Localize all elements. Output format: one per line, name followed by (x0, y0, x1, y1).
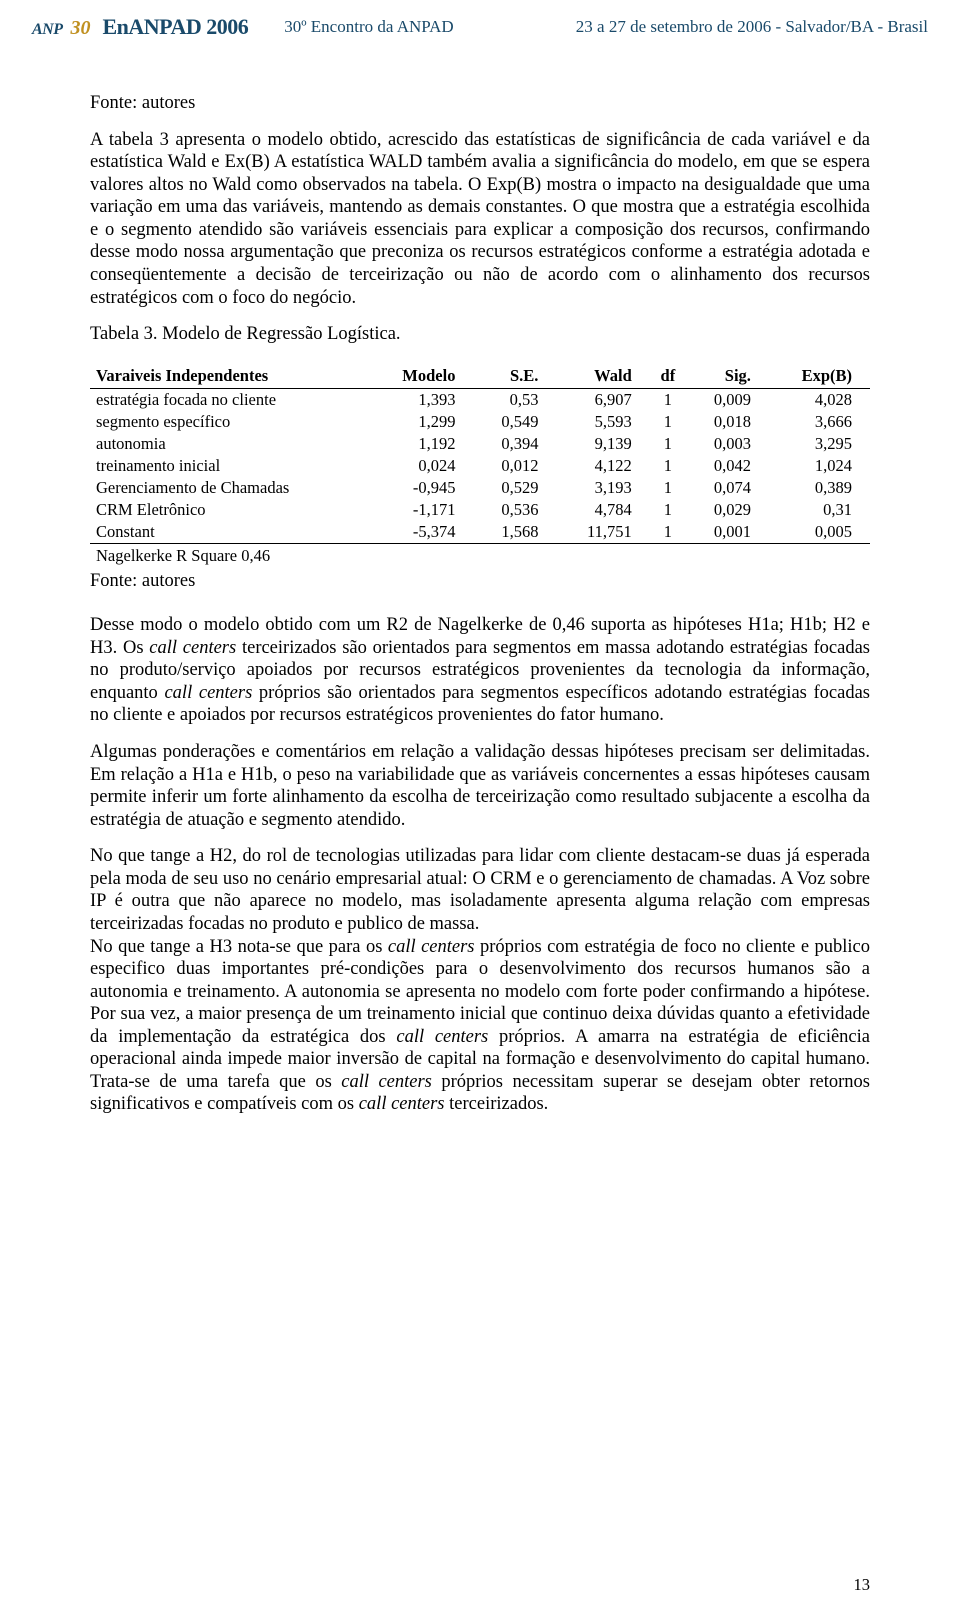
col-wald: Wald (556, 364, 649, 389)
italic-run: call centers (341, 1072, 432, 1092)
banner-logo-text: ANP (32, 21, 63, 39)
cell: 3,295 (769, 433, 870, 455)
italic-run: call centers (396, 1027, 488, 1047)
source-top: Fonte: autores (90, 92, 870, 115)
text-run: No que tange a H3 nota-se que para os (90, 937, 388, 957)
italic-run: call centers (359, 1094, 445, 1114)
cell: 0,31 (769, 499, 870, 521)
text-run: terceirizados. (445, 1094, 549, 1114)
table-row: Constant -5,374 1,568 11,751 1 0,001 0,0… (90, 521, 870, 544)
table-row: CRM Eletrônico -1,171 0,536 4,784 1 0,02… (90, 499, 870, 521)
cell: 1 (650, 521, 686, 544)
cell: 5,593 (556, 411, 649, 433)
source-bottom: Fonte: autores (90, 570, 870, 593)
cell: 0,074 (686, 477, 769, 499)
cell: 0,029 (686, 499, 769, 521)
table-footer-note: Nagelkerke R Square 0,46 (90, 544, 870, 566)
banner-subtitle: 30º Encontro da ANPAD (284, 17, 453, 37)
table: Varaiveis Independentes Modelo S.E. Wald… (90, 364, 870, 544)
cell: 1,024 (769, 455, 870, 477)
cell: 4,784 (556, 499, 649, 521)
cell: 3,193 (556, 477, 649, 499)
banner-title: EnANPAD 2006 (103, 14, 249, 40)
cell: 1 (650, 388, 686, 411)
col-sig: Sig. (686, 364, 769, 389)
italic-run: call centers (388, 937, 475, 957)
italic-run: call centers (149, 638, 236, 658)
table-row: autonomia 1,192 0,394 9,139 1 0,003 3,29… (90, 433, 870, 455)
paragraph-1: A tabela 3 apresenta o modelo obtido, ac… (90, 129, 870, 310)
cell: -5,374 (369, 521, 474, 544)
banner-right: 23 a 27 de setembro de 2006 - Salvador/B… (576, 17, 928, 37)
cell: 0,012 (473, 455, 556, 477)
cell: 0,529 (473, 477, 556, 499)
paragraph-4: No que tange a H2, do rol de tecnologias… (90, 845, 870, 935)
cell: 4,028 (769, 388, 870, 411)
banner-left: ANP 30 EnANPAD 2006 (32, 14, 248, 40)
page-number: 13 (854, 1575, 871, 1595)
col-se: S.E. (473, 364, 556, 389)
cell: 0,389 (769, 477, 870, 499)
paragraph-5: No que tange a H3 nota-se que para os ca… (90, 936, 870, 1117)
cell: 1,568 (473, 521, 556, 544)
cell: 0,042 (686, 455, 769, 477)
paragraph-2: Desse modo o modelo obtido com um R2 de … (90, 614, 870, 727)
cell: 1 (650, 499, 686, 521)
cell: autonomia (90, 433, 369, 455)
col-expb: Exp(B) (769, 364, 870, 389)
cell: CRM Eletrônico (90, 499, 369, 521)
cell: Gerenciamento de Chamadas (90, 477, 369, 499)
cell: 1,299 (369, 411, 474, 433)
cell: 0,536 (473, 499, 556, 521)
cell: 1,192 (369, 433, 474, 455)
col-modelo: Modelo (369, 364, 474, 389)
col-df: df (650, 364, 686, 389)
cell: 0,003 (686, 433, 769, 455)
cell: Constant (90, 521, 369, 544)
cell: 0,009 (686, 388, 769, 411)
regression-table: Varaiveis Independentes Modelo S.E. Wald… (90, 364, 870, 566)
cell: 0,001 (686, 521, 769, 544)
cell: 0,018 (686, 411, 769, 433)
cell: -0,945 (369, 477, 474, 499)
table-row: treinamento inicial 0,024 0,012 4,122 1 … (90, 455, 870, 477)
cell: 1 (650, 411, 686, 433)
table-header-row: Varaiveis Independentes Modelo S.E. Wald… (90, 364, 870, 389)
cell: 0,005 (769, 521, 870, 544)
cell: 1,393 (369, 388, 474, 411)
cell: treinamento inicial (90, 455, 369, 477)
table-row: segmento específico 1,299 0,549 5,593 1 … (90, 411, 870, 433)
conference-banner: ANP 30 EnANPAD 2006 30º Encontro da ANPA… (0, 0, 960, 54)
table-caption: Tabela 3. Modelo de Regressão Logística. (90, 323, 870, 346)
cell: -1,171 (369, 499, 474, 521)
cell: 0,53 (473, 388, 556, 411)
cell: segmento específico (90, 411, 369, 433)
page-content: Fonte: autores A tabela 3 apresenta o mo… (0, 54, 960, 1116)
cell: 1 (650, 455, 686, 477)
cell: 0,549 (473, 411, 556, 433)
cell: 0,394 (473, 433, 556, 455)
cell: 4,122 (556, 455, 649, 477)
cell: estratégia focada no cliente (90, 388, 369, 411)
cell: 1 (650, 433, 686, 455)
cell: 11,751 (556, 521, 649, 544)
italic-run: call centers (164, 683, 252, 703)
col-variaveis: Varaiveis Independentes (90, 364, 369, 389)
table-body: estratégia focada no cliente 1,393 0,53 … (90, 388, 870, 543)
cell: 3,666 (769, 411, 870, 433)
cell: 9,139 (556, 433, 649, 455)
cell: 0,024 (369, 455, 474, 477)
table-row: Gerenciamento de Chamadas -0,945 0,529 3… (90, 477, 870, 499)
table-row: estratégia focada no cliente 1,393 0,53 … (90, 388, 870, 411)
page: ANP 30 EnANPAD 2006 30º Encontro da ANPA… (0, 0, 960, 1621)
cell: 6,907 (556, 388, 649, 411)
banner-badge: 30 (71, 17, 91, 40)
paragraph-3: Algumas ponderações e comentários em rel… (90, 741, 870, 831)
cell: 1 (650, 477, 686, 499)
